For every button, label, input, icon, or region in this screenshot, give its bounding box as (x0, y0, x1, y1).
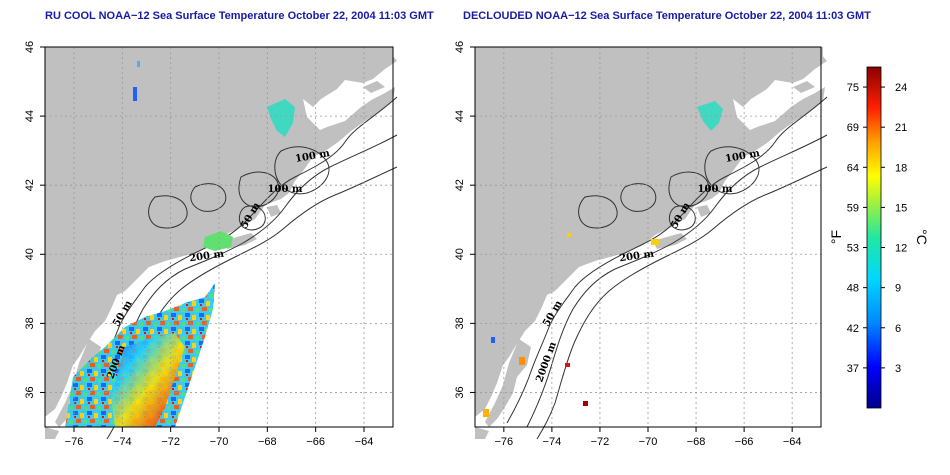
celsius-tick-label: 18 (895, 162, 907, 174)
left-sst-warm-core (111, 333, 185, 427)
x-tick-label: −72 (591, 436, 610, 448)
contour-label: 200 m (189, 249, 226, 265)
fahrenheit-tick-label: 37 (847, 363, 859, 375)
fahrenheit-tick-label: 75 (847, 82, 859, 94)
y-tick-label: 42 (454, 179, 466, 191)
fahrenheit-tick-label: 42 (847, 323, 859, 335)
colorbar-ticks: 24 75 21 69 18 64 15 59 12 53 9 48 6 42 3 37 (847, 82, 908, 375)
y-tick-label: 40 (24, 248, 36, 260)
fahrenheit-tick-label: 69 (847, 122, 859, 134)
right-sst-speck-a (567, 233, 571, 237)
right-sst-speck-georges (651, 239, 659, 245)
celsius-tick-label: 9 (895, 283, 901, 295)
y-tick-label: 44 (24, 110, 36, 122)
contour-label: 100 m (698, 184, 733, 195)
right-grid (475, 46, 821, 427)
right-sst-speck-b (491, 337, 495, 343)
left-sst-speck-2 (137, 61, 140, 67)
celsius-unit-label: °C (914, 229, 930, 245)
left-sst-speck (133, 87, 137, 101)
y-tick-label: 40 (454, 248, 466, 260)
x-tick-label: −64 (355, 436, 374, 448)
colorbar-gradient (866, 66, 882, 409)
x-tick-label: −74 (543, 436, 562, 448)
x-tick-label: −70 (639, 436, 658, 448)
temperature-colorbar: 24 75 21 69 18 64 15 59 12 53 9 48 6 42 3 37 °F °C (828, 66, 930, 409)
contour-label: 100 m (268, 184, 303, 195)
right-sst-speck-c (519, 357, 525, 365)
x-tick-label: −70 (210, 436, 229, 448)
left-grid (45, 46, 393, 427)
right-sst-speck-e (583, 401, 588, 406)
y-tick-label: 46 (24, 41, 36, 53)
left-sst-patch-georges (203, 231, 233, 251)
x-tick-label: −68 (687, 436, 706, 448)
celsius-tick-label: 6 (895, 323, 901, 335)
x-tick-label: −76 (494, 436, 513, 448)
celsius-tick-label: 15 (895, 202, 907, 214)
contour-label: 200 m (619, 249, 656, 265)
fahrenheit-unit-label: °F (828, 230, 844, 244)
y-tick-label: 36 (454, 386, 466, 398)
x-tick-label: −66 (735, 436, 754, 448)
celsius-tick-label: 24 (895, 82, 907, 94)
fahrenheit-tick-label: 53 (847, 243, 859, 255)
y-tick-label: 38 (24, 317, 36, 329)
y-tick-label: 36 (24, 386, 36, 398)
left-x-axis: −76 −74 −72 −70 −68 −66 −64 (65, 427, 374, 448)
x-tick-label: −74 (113, 436, 132, 448)
left-y-axis: 36 38 40 42 44 46 (24, 41, 45, 399)
right-map-title: DECLOUDED NOAA−12 Sea Surface Temperatur… (463, 10, 871, 22)
left-sst-patch-north (267, 99, 295, 137)
celsius-tick-label: 21 (895, 122, 907, 134)
x-tick-label: −66 (306, 436, 325, 448)
right-sst-speck-f (483, 409, 489, 417)
y-tick-label: 46 (454, 41, 466, 53)
x-tick-label: −76 (65, 436, 84, 448)
y-tick-label: 42 (24, 179, 36, 191)
left-map-title: RU COOL NOAA−12 Sea Surface Temperature … (45, 10, 434, 22)
celsius-tick-label: 12 (895, 243, 907, 255)
right-y-axis: 36 38 40 42 44 46 (454, 41, 475, 399)
fahrenheit-tick-label: 59 (847, 202, 859, 214)
x-tick-label: −68 (258, 436, 277, 448)
fahrenheit-tick-label: 64 (847, 162, 859, 174)
fahrenheit-tick-label: 48 (847, 283, 859, 295)
x-tick-label: −64 (783, 436, 802, 448)
x-tick-label: −72 (161, 436, 180, 448)
y-tick-label: 38 (454, 317, 466, 329)
right-sst-speck-d (565, 363, 570, 367)
right-x-axis: −76 −74 −72 −70 −68 −66 −64 (494, 427, 802, 448)
y-tick-label: 44 (454, 110, 466, 122)
celsius-tick-label: 3 (895, 363, 901, 375)
